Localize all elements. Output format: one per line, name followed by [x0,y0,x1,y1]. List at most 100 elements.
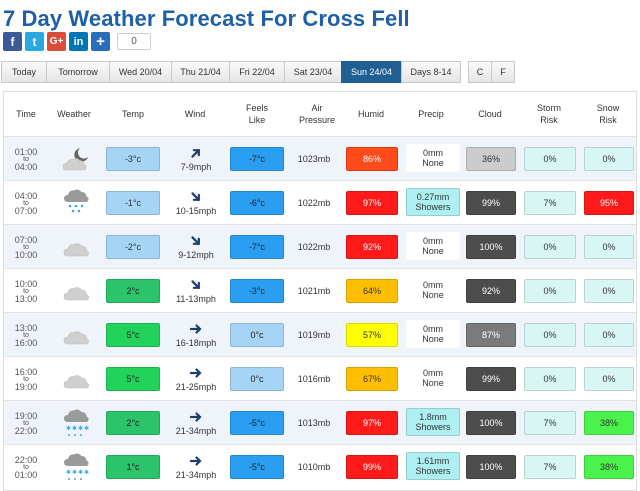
pressure-value: 1019mb [297,330,331,340]
cloud-value: 87% [466,323,516,347]
time-to-label: to [23,155,29,163]
tab-sun[interactable]: Sun 24/04 [341,61,402,83]
time-cell: 22:00 to 01:00 [4,451,48,483]
cloud-icon [56,231,96,263]
svg-text:✱: ✱ [84,469,89,476]
precip-type: Showers [415,422,451,432]
header-snow-risk: Snow Risk [580,92,636,136]
tab-tomorrow[interactable]: Tomorrow [46,61,110,83]
feels-like-value: 0°c [230,323,284,347]
pressure-value: 1010mb [297,462,331,472]
wind-speed: 10-15mph [175,206,217,216]
tab-sat[interactable]: Sat 23/04 [284,61,342,83]
tab-days-8-14[interactable]: Days 8-14 [401,61,461,83]
table-row: 04:00 to 07:00 -1°c 10-15mph -6°c 1022mb 97% 0.2… [4,180,636,224]
time-cell: 07:00 to 10:00 [4,231,48,263]
facebook-icon[interactable]: f [3,32,22,51]
tab-today[interactable]: Today [1,61,47,83]
time-cell: 10:00 to 13:00 [4,275,48,307]
snow-risk-value: 0% [584,323,634,347]
feels-like-value: -5°c [230,411,284,435]
unit-fahrenheit-button[interactable]: F [491,61,515,83]
header-temp: Temp [121,109,144,119]
cloud-icon [56,319,96,351]
wind-speed: 16-18mph [175,338,217,348]
wind-speed: 21-25mph [175,382,217,392]
humidity-value: 92% [346,235,398,259]
precip-amount: 1.61mm [416,456,450,466]
precip-cell: 0mm None [406,364,460,392]
social-share-bar: f t G+ in + 0 [3,32,151,51]
feels-like-value: -7°c [230,147,284,171]
cloud-value: 100% [466,235,516,259]
share-count: 0 [117,33,151,50]
time-to-label: to [23,463,29,471]
precip-cell: 0mm None [406,232,460,260]
time-cell: 19:00 to 22:00 [4,407,48,439]
wind-direction-arrow-icon [189,410,203,426]
wind-cell: 11-13mph [168,275,224,307]
twitter-icon[interactable]: t [25,32,44,51]
header-snow-line1: Snow [596,103,620,113]
time-until: 04:00 [14,161,38,172]
pressure-value: 1023mb [297,154,331,164]
feels-like-value: -7°c [230,235,284,259]
header-storm-line2: Risk [540,115,558,125]
time-cell: 04:00 to 07:00 [4,187,48,219]
temp-value: -3°c [106,147,160,171]
snow-risk-value: 0% [584,367,634,391]
share-plus-icon[interactable]: + [91,32,110,51]
precip-type: None [422,378,444,388]
precip-amount: 0.27mm [416,192,450,202]
header-snow-line2: Risk [599,115,617,125]
precip-amount: 0mm [423,148,443,158]
precip-cell: 0mm None [406,276,460,304]
header-feels-line2: Like [248,115,266,125]
wind-direction-arrow-icon [189,146,203,162]
time-from: 13:00 [14,322,38,333]
page-title: 7 Day Weather Forecast For Cross Fell [3,6,410,31]
time-until: 13:00 [14,293,38,304]
wind-cell: 10-15mph [168,187,224,219]
tab-fri[interactable]: Fri 22/04 [229,61,285,83]
time-to-label: to [23,331,29,339]
wind-speed: 21-34mph [175,470,217,480]
linkedin-icon[interactable]: in [69,32,88,51]
tab-thu[interactable]: Thu 21/04 [171,61,230,83]
wind-cell: 21-34mph [168,451,224,483]
time-cell: 01:00 to 04:00 [4,143,48,175]
wind-cell: 21-34mph [168,407,224,439]
cloud-icon [56,363,96,395]
precip-amount: 0mm [423,324,443,334]
time-until: 07:00 [14,205,38,216]
header-time: Time [16,109,36,119]
temp-value: 2°c [106,279,160,303]
wind-speed: 11-13mph [176,294,216,304]
time-from: 10:00 [14,278,38,289]
precip-amount: 0mm [423,280,443,290]
header-storm-risk: Storm Risk [518,92,580,136]
svg-text:✱: ✱ [66,469,71,476]
snow-risk-value: 38% [584,455,634,479]
wind-direction-arrow-icon [189,190,203,206]
header-wind: Wind [184,109,206,119]
time-until: 10:00 [14,249,38,260]
storm-risk-value: 7% [524,411,576,435]
time-until: 22:00 [14,425,38,436]
table-row: 13:00 to 16:00 5°c 16-18mph 0°c 1019mb 57% 0mm No… [4,312,636,356]
header-weather: Weather [57,109,91,119]
wind-direction-arrow-icon [189,234,203,250]
time-to-label: to [23,375,29,383]
time-cell: 16:00 to 19:00 [4,363,48,395]
unit-celsius-button[interactable]: C [468,61,492,83]
storm-risk-value: 0% [524,147,576,171]
tab-wed[interactable]: Wed 20/04 [109,61,172,83]
precip-amount: 0mm [423,236,443,246]
pressure-value: 1013mb [297,418,331,428]
google-plus-icon[interactable]: G+ [47,32,66,51]
time-to-label: to [23,287,29,295]
temp-value: -2°c [106,235,160,259]
feels-like-value: -6°c [230,191,284,215]
time-from: 07:00 [14,234,38,245]
pressure-value: 1022mb [297,198,331,208]
